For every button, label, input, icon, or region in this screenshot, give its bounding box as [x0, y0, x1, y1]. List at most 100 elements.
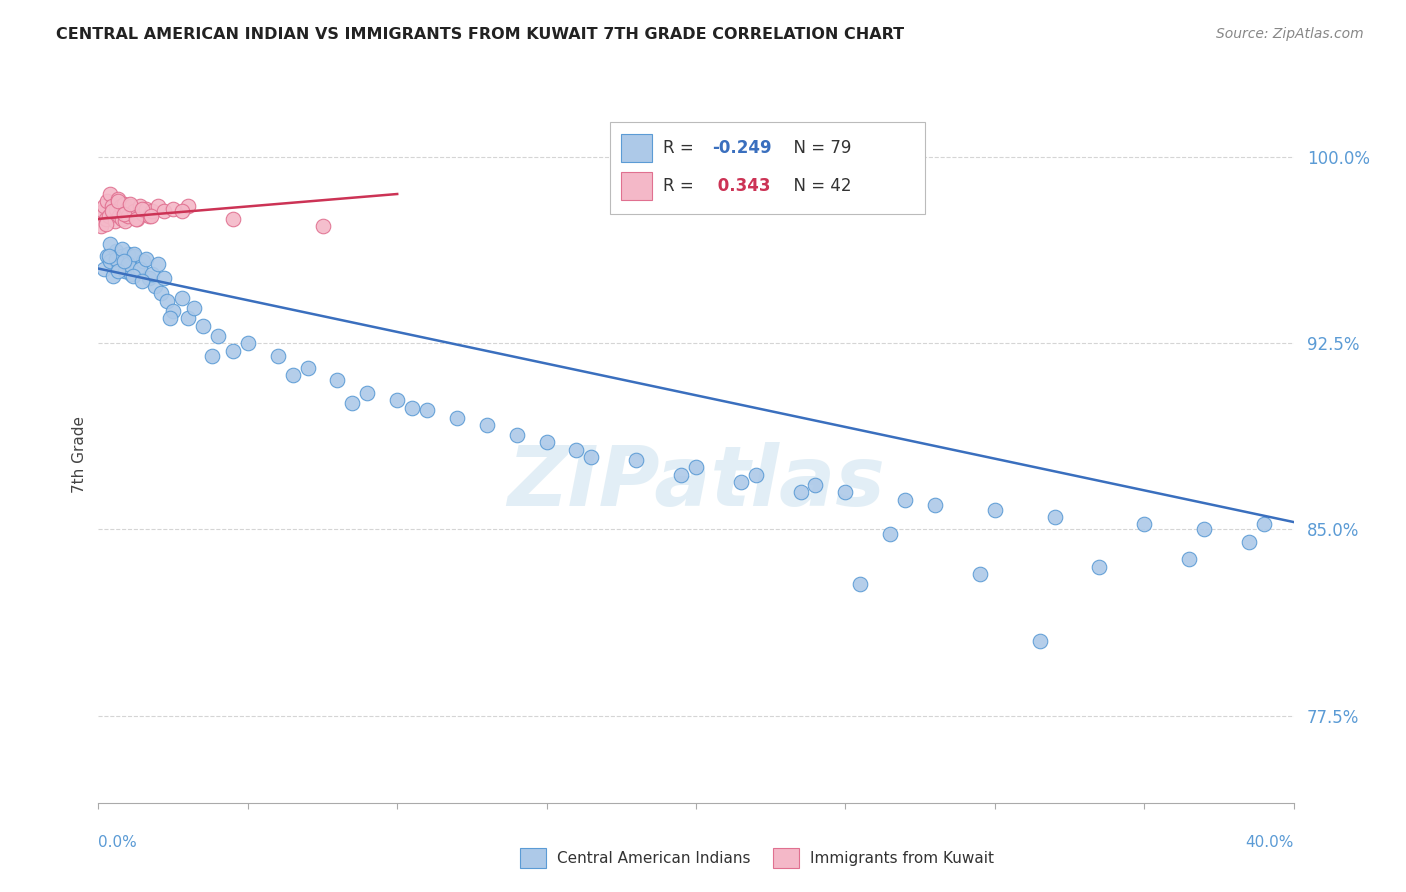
Point [135, 252, 157, 266]
Text: R =: R = [664, 177, 699, 194]
Point [311, 219, 333, 234]
Point [112, 254, 135, 268]
Point [129, 261, 152, 276]
Point [107, 192, 129, 206]
Point [132, 254, 155, 268]
Point [475, 418, 498, 433]
Point [93, 261, 115, 276]
Point [236, 336, 259, 351]
Point [1043, 510, 1066, 524]
Point [148, 257, 170, 271]
Point [127, 261, 149, 276]
Point [118, 197, 141, 211]
Point [156, 293, 179, 308]
Point [267, 349, 290, 363]
Point [356, 385, 378, 400]
Point [297, 361, 319, 376]
Point [153, 204, 176, 219]
Point [281, 368, 304, 383]
Point [131, 202, 153, 216]
Point [112, 197, 135, 211]
Point [342, 396, 364, 410]
Point [172, 292, 194, 306]
Point [107, 194, 129, 209]
Point [120, 267, 142, 281]
Point [222, 211, 245, 226]
Point [111, 211, 134, 226]
Point [107, 264, 129, 278]
Point [401, 401, 423, 415]
Point [91, 204, 114, 219]
Point [745, 467, 768, 482]
Point [121, 268, 143, 283]
Point [804, 477, 827, 491]
Text: N = 42: N = 42 [783, 177, 851, 194]
Point [162, 202, 184, 216]
Point [150, 286, 173, 301]
Text: 40.0%: 40.0% [1246, 836, 1294, 850]
Point [1253, 517, 1275, 532]
Point [108, 210, 131, 224]
Point [117, 246, 139, 260]
Point [207, 328, 229, 343]
Point [103, 268, 125, 283]
Point [97, 210, 120, 224]
Point [222, 343, 245, 358]
Point [96, 194, 118, 209]
Text: 0.343: 0.343 [713, 177, 770, 194]
Point [105, 244, 128, 259]
Text: R =: R = [664, 139, 699, 157]
Point [97, 249, 120, 263]
Point [1088, 559, 1111, 574]
Point [201, 349, 224, 363]
Text: 0.0%: 0.0% [98, 836, 138, 850]
Point [115, 202, 138, 216]
Point [117, 257, 139, 271]
Point [924, 498, 946, 512]
Point [125, 211, 148, 226]
Point [98, 254, 122, 268]
Point [110, 199, 132, 213]
Point [1237, 535, 1260, 549]
Point [108, 259, 131, 273]
Point [565, 442, 588, 457]
Point [1028, 634, 1050, 648]
Point [536, 435, 558, 450]
Point [183, 301, 205, 316]
Point [90, 219, 112, 234]
Point [141, 267, 163, 281]
Point [124, 204, 146, 219]
Point [127, 211, 149, 226]
Point [834, 485, 856, 500]
Point [105, 202, 128, 216]
Point [172, 204, 194, 219]
Point [94, 217, 117, 231]
Point [624, 453, 647, 467]
Point [1178, 552, 1201, 566]
Text: Central American Indians: Central American Indians [557, 851, 751, 865]
Point [581, 450, 603, 465]
Point [162, 303, 184, 318]
Text: ZIPatlas: ZIPatlas [508, 442, 884, 524]
Point [98, 236, 122, 251]
Point [143, 279, 166, 293]
Point [114, 264, 136, 278]
Point [506, 428, 529, 442]
Point [191, 318, 214, 333]
Point [983, 502, 1005, 516]
Point [177, 199, 200, 213]
Point [139, 210, 162, 224]
Point [153, 271, 176, 285]
Point [177, 311, 200, 326]
Point [849, 577, 872, 591]
Point [135, 202, 157, 216]
Text: -0.249: -0.249 [713, 139, 772, 157]
Point [159, 311, 181, 326]
Point [111, 242, 134, 256]
Point [112, 207, 135, 221]
Point [669, 467, 692, 482]
Point [446, 410, 468, 425]
Y-axis label: 7th Grade: 7th Grade [72, 417, 87, 493]
Point [148, 199, 170, 213]
Point [129, 199, 152, 213]
